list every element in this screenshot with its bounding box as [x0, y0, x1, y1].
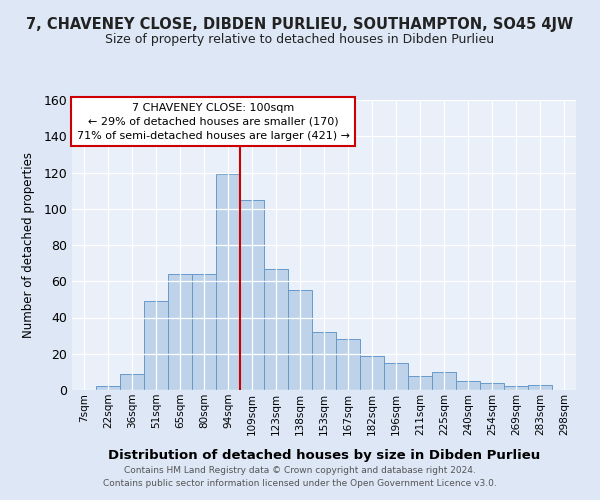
Bar — [456, 381, 480, 390]
Bar — [384, 363, 408, 390]
Bar — [264, 268, 288, 390]
Bar — [168, 274, 192, 390]
Bar — [288, 290, 312, 390]
Bar — [96, 386, 120, 390]
Text: Size of property relative to detached houses in Dibden Purlieu: Size of property relative to detached ho… — [106, 32, 494, 46]
Bar — [432, 372, 456, 390]
Bar — [504, 386, 528, 390]
Bar — [408, 376, 432, 390]
Bar — [120, 374, 144, 390]
Bar — [312, 332, 336, 390]
Bar — [480, 383, 504, 390]
Bar — [144, 301, 168, 390]
Bar — [192, 274, 216, 390]
Text: 7 CHAVENEY CLOSE: 100sqm
← 29% of detached houses are smaller (170)
71% of semi-: 7 CHAVENEY CLOSE: 100sqm ← 29% of detach… — [77, 103, 350, 141]
Text: Contains HM Land Registry data © Crown copyright and database right 2024.
Contai: Contains HM Land Registry data © Crown c… — [103, 466, 497, 487]
Bar — [528, 384, 552, 390]
Bar — [336, 339, 360, 390]
Y-axis label: Number of detached properties: Number of detached properties — [22, 152, 35, 338]
Bar — [360, 356, 384, 390]
X-axis label: Distribution of detached houses by size in Dibden Purlieu: Distribution of detached houses by size … — [108, 449, 540, 462]
Bar — [216, 174, 240, 390]
Text: 7, CHAVENEY CLOSE, DIBDEN PURLIEU, SOUTHAMPTON, SO45 4JW: 7, CHAVENEY CLOSE, DIBDEN PURLIEU, SOUTH… — [26, 18, 574, 32]
Bar — [240, 200, 264, 390]
